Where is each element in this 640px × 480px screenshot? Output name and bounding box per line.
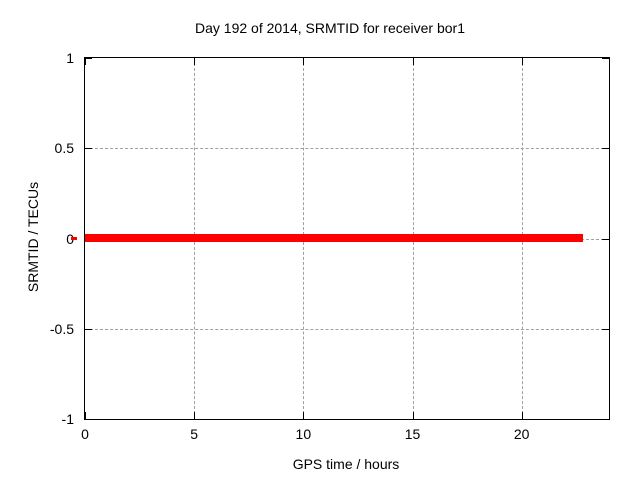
- y-tick-mark-right: [602, 328, 609, 330]
- plot-grid-layer: [85, 58, 609, 420]
- x-tick-mark-top: [85, 58, 86, 65]
- y-tick-mark-left: [85, 328, 92, 330]
- y-tick-mark-right: [602, 148, 609, 150]
- x-axis-title: GPS time / hours: [292, 456, 400, 472]
- y-tick-mark-left: [85, 419, 92, 420]
- y-tick-label: 0: [0, 231, 74, 247]
- x-tick-mark-bottom: [303, 412, 305, 419]
- y-tick-mark-left: [85, 58, 92, 59]
- x-tick-mark-top: [521, 58, 523, 65]
- x-tick-mark-bottom: [85, 412, 86, 419]
- x-tick-labels: 0 5 10 15 20: [81, 426, 609, 442]
- y-tick-mark-right: [602, 238, 609, 240]
- red-dash-artifact: [71, 237, 77, 240]
- x-tick-label: 10: [295, 426, 312, 442]
- x-tick-mark-bottom: [521, 412, 523, 419]
- x-tick-mark-bottom: [194, 412, 196, 419]
- x-tick-label: 20: [513, 426, 530, 442]
- y-tick-label: -1: [61, 411, 74, 427]
- x-tick-mark-top: [303, 58, 305, 65]
- y-gridline: [85, 148, 609, 150]
- x-tick-label: 0: [81, 426, 89, 442]
- x-tick-mark-top: [412, 58, 414, 65]
- data-line-srmtid: [85, 233, 583, 242]
- y-tick-mark-right: [602, 58, 609, 59]
- y-tick-mark-left: [85, 148, 92, 150]
- plot-area: [84, 57, 610, 420]
- chart-title: Day 192 of 2014, SRMTID for receiver bor…: [194, 20, 466, 36]
- x-tick-mark-bottom: [412, 412, 414, 419]
- y-tick-labels: -1 -0.5 0 0.5 1: [0, 50, 74, 427]
- x-tick-label: 15: [404, 426, 421, 442]
- x-tick-mark-top: [194, 58, 196, 65]
- y-tick-mark-right: [602, 419, 609, 420]
- y-tick-label: -0.5: [49, 320, 74, 337]
- x-tick-label: 5: [190, 426, 199, 442]
- y-tick-label: 1: [66, 50, 74, 66]
- y-tick-label: 0.5: [54, 140, 74, 157]
- y-gridline: [85, 328, 609, 330]
